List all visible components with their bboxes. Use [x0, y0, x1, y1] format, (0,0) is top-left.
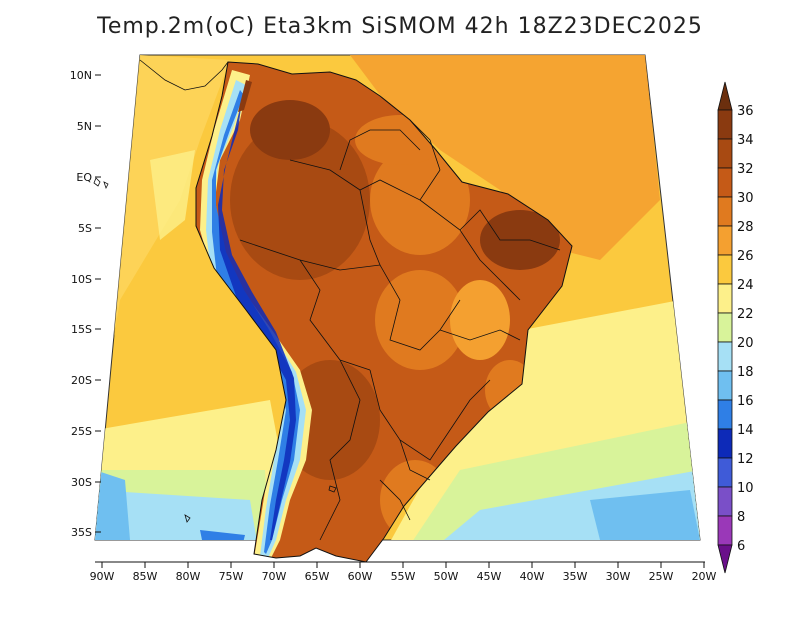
colorbar-cell: [717, 428, 733, 459]
ocean-coldest-patch: [210, 540, 235, 555]
colorbar-label: 26: [737, 249, 754, 264]
colorbar-label: 22: [737, 307, 754, 322]
lat-label: 10N: [70, 69, 92, 82]
colorbar-label: 36: [737, 104, 754, 119]
colorbar-cell: [717, 167, 733, 198]
colorbar-label: 14: [737, 423, 754, 438]
ocean-atlantic-south-blue: [590, 490, 700, 540]
colorbar-cell: [717, 283, 733, 314]
colorbar-labels: 36 34 32 30 28 26 24 22 20 18 16 14 12 1…: [737, 104, 754, 554]
lon-label: 60W: [348, 570, 373, 583]
colorbar-label: 6: [737, 539, 745, 554]
colorbar-cells: [717, 81, 733, 574]
latitude-axis: 10N 5N EQ 5S 10S 15S 20S 25S 30S 35S: [70, 69, 101, 539]
ocean-warm-atlantic: [350, 55, 660, 260]
colorbar-label: 18: [737, 365, 754, 380]
lon-label: 75W: [219, 570, 244, 583]
lon-label: 35W: [563, 570, 588, 583]
colorbar-cell: [717, 515, 733, 546]
colorbar: 36 34 32 30 28 26 24 22 20 18 16 14 12 1…: [717, 81, 754, 574]
colorbar-label: 30: [737, 191, 754, 206]
colorbar-cell: [717, 109, 733, 140]
lat-label: 35S: [71, 526, 92, 539]
ocean-pacific-south-lightblue: [95, 490, 260, 540]
political-boundaries: [239, 119, 561, 541]
colorbar-cell: [717, 457, 733, 488]
colorbar-cell: [717, 138, 733, 169]
lat-label: 20S: [71, 374, 92, 387]
lat-label: 10S: [71, 273, 92, 286]
lon-label: 85W: [133, 570, 158, 583]
lat-label: EQ: [76, 171, 92, 184]
lon-label: 25W: [649, 570, 674, 583]
colorbar-cell: [717, 370, 733, 401]
map-title: Temp.2m(oC) Eta3km SiSMOM 42h 18Z23DEC20…: [97, 14, 703, 39]
hot-core-amazon: [230, 120, 370, 280]
colorbar-arrow-bottom: [717, 544, 733, 574]
lon-label: 20W: [692, 570, 717, 583]
andes-band-coldest: [218, 100, 296, 540]
colorbar-cell: [717, 341, 733, 372]
lat-label: 30S: [71, 476, 92, 489]
colorbar-cell: [717, 254, 733, 285]
lat-label: 5N: [77, 120, 92, 133]
colorbar-label: 16: [737, 394, 754, 409]
colorbar-label: 32: [737, 162, 754, 177]
lon-label: 40W: [520, 570, 545, 583]
lon-label: 55W: [391, 570, 416, 583]
colorbar-cell: [717, 196, 733, 227]
colorbar-cell: [717, 312, 733, 343]
lon-label: 80W: [176, 570, 201, 583]
lon-label: 90W: [90, 570, 115, 583]
warm-patch-east: [450, 280, 510, 360]
lon-label: 30W: [606, 570, 631, 583]
colorbar-cell: [717, 225, 733, 256]
colorbar-label: 28: [737, 220, 754, 235]
lat-label: 15S: [71, 323, 92, 336]
lat-label: 25S: [71, 425, 92, 438]
lon-label: 50W: [434, 570, 459, 583]
colorbar-label: 34: [737, 133, 754, 148]
lon-label: 45W: [477, 570, 502, 583]
andes-north-hot-valley: [238, 80, 252, 112]
lon-label: 70W: [262, 570, 287, 583]
central-america-coast: [139, 59, 229, 91]
ocean-cold-patch: [200, 530, 245, 540]
colorbar-label: 12: [737, 452, 754, 467]
colorbar-arrow-top: [717, 81, 733, 111]
ocean-pacific-cool-patch: [150, 150, 195, 240]
longitude-axis: 90W 85W 80W 75W 70W 65W 60W 55W 50W 45W …: [90, 561, 717, 583]
ocean-pacific-south-blue: [95, 470, 130, 540]
colorbar-label: 8: [737, 510, 745, 525]
lat-label: 5S: [78, 222, 92, 235]
islands: [93, 177, 337, 523]
lon-label: 65W: [305, 570, 330, 583]
colorbar-label: 24: [737, 278, 754, 293]
colorbar-label: 10: [737, 481, 754, 496]
colorbar-cell: [717, 486, 733, 517]
colorbar-label: 20: [737, 336, 754, 351]
colorbar-cell: [717, 399, 733, 430]
hot-core-north: [250, 100, 330, 160]
